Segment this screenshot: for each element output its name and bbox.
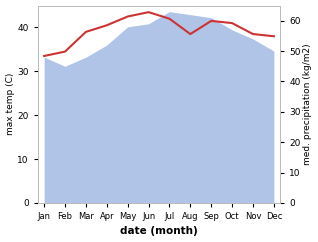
X-axis label: date (month): date (month) xyxy=(120,227,198,236)
Y-axis label: max temp (C): max temp (C) xyxy=(5,73,15,135)
Y-axis label: med. precipitation (kg/m2): med. precipitation (kg/m2) xyxy=(303,43,313,165)
